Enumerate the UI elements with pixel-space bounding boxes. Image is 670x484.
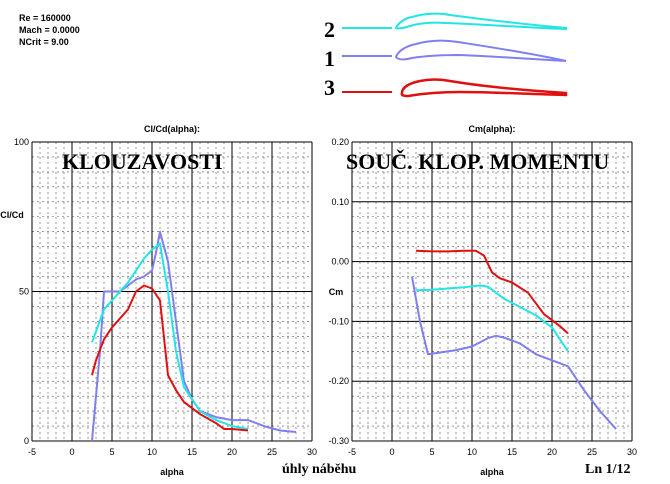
series-line-3: [415, 249, 569, 335]
glide-ratio-overlay-title: KLOUZAVOSTI: [62, 149, 223, 174]
y-axis-label: Cl/Cd: [0, 210, 24, 220]
y-axis-label: Cm: [329, 287, 344, 297]
y-tick-label: 0.10: [331, 197, 349, 207]
airfoil-shape-3: [400, 78, 568, 98]
x-tick-label: 25: [267, 447, 277, 457]
x-tick-label: 10: [467, 447, 477, 457]
parameters-block: Re = 160000 Mach = 0.0000 NCrit = 9.00: [19, 12, 80, 48]
y-tick-label: -0.20: [328, 376, 349, 386]
airfoil-shape-1: [394, 39, 567, 62]
chart-title: Cl/Cd(alpha):: [144, 124, 200, 134]
y-tick-label: -0.30: [328, 436, 349, 446]
y-tick-label: 0.20: [331, 137, 349, 147]
x-tick-label: 15: [507, 447, 517, 457]
chart-title: Cm(alpha):: [469, 124, 516, 134]
y-tick-label: 0: [24, 436, 29, 446]
airfoil-legend: 2 1 3: [324, 12, 568, 100]
series-line-2: [415, 284, 569, 352]
x-axis-caption: úhly náběhu: [282, 462, 357, 477]
series-line-1: [411, 276, 617, 430]
reynolds-number: Re = 160000: [19, 13, 71, 23]
x-tick-label: -5: [28, 447, 36, 457]
mach-number: Mach = 0.0000: [19, 25, 80, 35]
x-tick-label: 5: [429, 447, 434, 457]
x-tick-label: 20: [547, 447, 557, 457]
x-axis-label: alpha: [160, 467, 185, 477]
ncrit-value: NCrit = 9.00: [19, 37, 69, 47]
x-tick-label: 30: [627, 447, 637, 457]
series-line-1: [91, 230, 297, 442]
x-tick-label: 5: [109, 447, 114, 457]
x-tick-label: 0: [389, 447, 394, 457]
moment-overlay-title: SOUČ. KLOP. MOMENTU: [346, 149, 610, 174]
y-tick-label: 50: [19, 287, 29, 297]
line-counter: Ln 1/12: [585, 462, 631, 477]
y-tick-label: -0.10: [328, 316, 349, 326]
x-tick-label: 20: [227, 447, 237, 457]
x-tick-label: 0: [69, 447, 74, 457]
x-tick-label: 25: [587, 447, 597, 457]
legend-number-2: 2: [324, 17, 335, 42]
x-tick-label: 30: [307, 447, 317, 457]
y-tick-label: 0.00: [331, 257, 349, 267]
y-tick-label: 100: [14, 137, 29, 147]
x-axis-label: alpha: [480, 467, 505, 477]
series-line-2: [91, 242, 249, 430]
legend-number-3: 3: [324, 75, 335, 100]
airfoil-shape-2: [394, 12, 567, 31]
series-line-3: [91, 284, 249, 432]
x-tick-label: 15: [187, 447, 197, 457]
legend-number-1: 1: [324, 46, 335, 71]
minor-grid: [351, 141, 633, 442]
x-tick-label: -5: [348, 447, 356, 457]
x-tick-label: 10: [147, 447, 157, 457]
